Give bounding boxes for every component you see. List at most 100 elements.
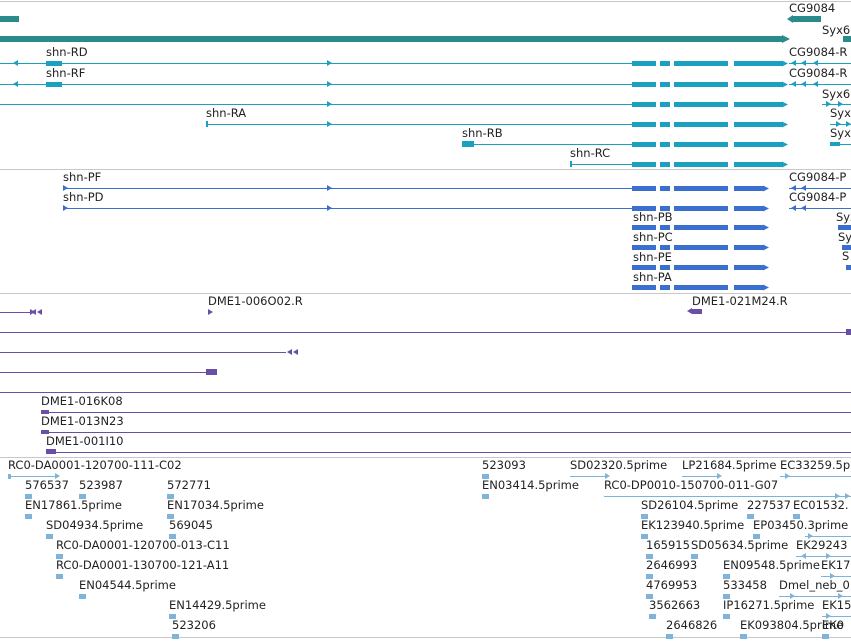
est-feature (8, 474, 11, 479)
strand-arrow-right (808, 533, 813, 539)
clone-label-dme1-013n23[interactable]: DME1-013N23 (41, 414, 124, 428)
est-label[interactable]: 227537 (747, 498, 791, 512)
strand-arrow-right (327, 101, 332, 107)
protein-label-shn-pf[interactable]: shn-PF (63, 170, 102, 184)
strand-arrow-right (785, 473, 790, 479)
exon-block (674, 102, 728, 107)
transcript-label-shn-rd[interactable]: shn-RD (46, 45, 88, 59)
est-label[interactable]: 523206 (172, 618, 216, 632)
est-label[interactable]: 569045 (169, 518, 213, 532)
protein-label-sy[interactable]: Sy (838, 230, 851, 244)
exon-block (632, 245, 656, 250)
est-label[interactable]: EN14429.5prime (169, 598, 266, 612)
est-label[interactable]: EC33259.5pr (780, 458, 851, 472)
exon-block (632, 82, 656, 87)
protein-label-s[interactable]: S (842, 249, 850, 263)
est-label[interactable]: EC01532. (793, 498, 849, 512)
est-label[interactable]: 572771 (167, 478, 211, 492)
protein-label-shn-pe[interactable]: shn-PE (633, 250, 672, 264)
est-label[interactable]: SD04934.5prime (46, 518, 144, 532)
strand-arrow-left (37, 309, 42, 315)
est-label[interactable]: EK29243 (796, 538, 848, 552)
protein-label-syx[interactable]: Syx (836, 210, 851, 224)
est-label[interactable]: EK15 (822, 598, 851, 612)
est-label[interactable]: 533458 (723, 578, 767, 592)
est-label[interactable]: SD26104.5prime (641, 498, 739, 512)
transcript-label-syx6-3[interactable]: Syx6 (830, 126, 851, 140)
protein-label-shn-pd[interactable]: shn-PD (63, 190, 104, 204)
transcript-label-syx6-1[interactable]: Syx6 (822, 87, 851, 101)
est-feature (666, 634, 673, 639)
gene-label-syx6[interactable]: Syx6 (822, 23, 851, 37)
track-divider (0, 293, 851, 294)
exon-block (734, 122, 782, 127)
transcript-label-cg9084-r1[interactable]: CG9084-R (789, 45, 848, 59)
est-label[interactable]: EN04544.5prime (79, 578, 176, 592)
est-label[interactable]: EP03450.3prime (753, 518, 849, 532)
est-label[interactable]: IP16271.5prime (723, 598, 815, 612)
exon-block (632, 186, 656, 191)
est-label[interactable]: RC0-DA0001-120700-013-C11 (56, 538, 230, 552)
est-label[interactable]: 2646993 (646, 558, 698, 572)
strand-arrow-right (327, 185, 332, 191)
strand-arrowhead (782, 35, 790, 43)
transcript-label-shn-rf[interactable]: shn-RF (46, 66, 86, 80)
est-label[interactable]: EN17861.5prime (25, 498, 122, 512)
strand-arrow-right (838, 101, 843, 107)
protein-label-shn-pa[interactable]: shn-PA (633, 270, 672, 284)
est-label[interactable]: 523093 (482, 458, 526, 472)
clone-label-dme1-001i10[interactable]: DME1-001I10 (46, 434, 124, 448)
est-feature (46, 534, 53, 539)
exon-block (734, 162, 782, 167)
est-label[interactable]: SD05634.5prime (691, 538, 789, 552)
est-label[interactable]: 576537 (25, 478, 69, 492)
track-divider (0, 1, 851, 2)
est-label[interactable]: 4769953 (646, 578, 698, 592)
transcript-label-syx6-2[interactable]: Syx6 (830, 106, 851, 120)
transcript-label-cg9084-r2[interactable]: CG9084-R (789, 66, 848, 80)
est-label[interactable]: RC0-DP0010-150700-011-G07 (604, 478, 779, 492)
est-label[interactable]: EK0 (822, 618, 845, 632)
est-label[interactable]: SD02320.5prime (570, 458, 668, 472)
est-label[interactable]: RC0-DA0001-120700-111-C02 (8, 458, 182, 472)
clone-feature (41, 430, 49, 434)
est-label[interactable]: 165915 (646, 538, 690, 552)
clone-label-dme1-021m24-r[interactable]: DME1-021M24.R (692, 294, 788, 308)
est-label[interactable]: 2646826 (666, 618, 718, 632)
est-label[interactable]: 523987 (79, 478, 123, 492)
strand-arrow-right (327, 121, 332, 127)
est-feature (691, 554, 698, 559)
est-feature (641, 534, 648, 539)
strand-arrowhead (782, 60, 788, 67)
exon-block (674, 225, 728, 230)
est-label[interactable]: RC0-DA0001-130700-121-A11 (56, 558, 230, 572)
est-label[interactable]: EN17034.5prime (167, 498, 264, 512)
strand-arrowhead (763, 185, 769, 192)
est-label[interactable]: EK17 (821, 558, 851, 572)
gene-label-cg9084[interactable]: CG9084 (789, 1, 836, 15)
protein-label-shn-pc[interactable]: shn-PC (633, 230, 673, 244)
clone-label-dme1-006o02-r[interactable]: DME1-006O02.R (208, 294, 303, 308)
exon-block (632, 206, 656, 211)
est-label[interactable]: EK123940.5prime (641, 518, 745, 532)
protein-label-shn-pb[interactable]: shn-PB (633, 210, 673, 224)
strand-arrow-right (835, 493, 840, 499)
exon-block (632, 285, 656, 290)
strand-arrow-right (717, 473, 722, 479)
est-label[interactable]: 3562663 (649, 598, 701, 612)
est-label[interactable]: Dmel_neb_0 (779, 578, 850, 592)
transcript-label-shn-ra[interactable]: shn-RA (206, 106, 247, 120)
est-label[interactable]: EK093804.5prime (740, 618, 844, 632)
protein-label-cg9084-p1[interactable]: CG9084-P (789, 170, 847, 184)
exon-block (674, 186, 728, 191)
est-label[interactable]: EN03414.5prime (482, 478, 579, 492)
transcript-label-shn-rc[interactable]: shn-RC (570, 146, 611, 160)
est-label[interactable]: EN09548.5prime (723, 558, 820, 572)
strand-arrow-left (801, 553, 806, 559)
clone-label-dme1-016k08[interactable]: DME1-016K08 (41, 394, 123, 408)
exon-block (660, 206, 670, 211)
est-label[interactable]: LP21684.5prime (682, 458, 777, 472)
transcript-label-shn-rb[interactable]: shn-RB (462, 126, 503, 140)
strand-arrow-left (801, 205, 806, 211)
protein-label-cg9084-p2[interactable]: CG9084-P (789, 190, 847, 204)
